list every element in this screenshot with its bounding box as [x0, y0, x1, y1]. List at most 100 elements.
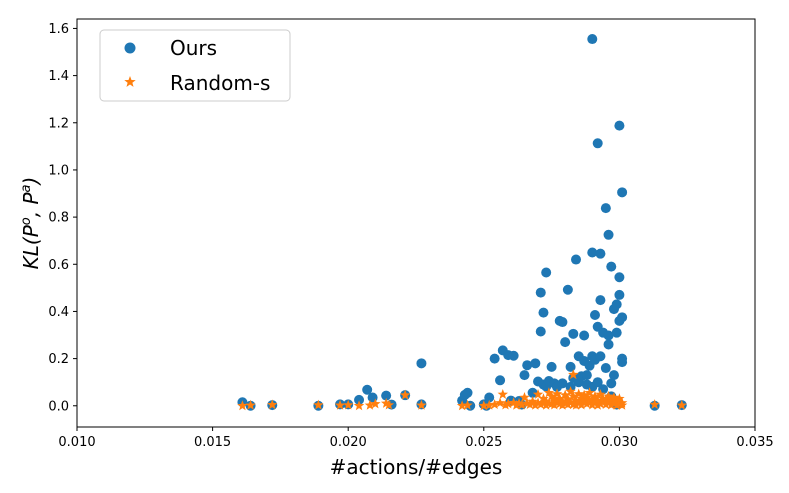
data-point-ours	[592, 377, 603, 388]
x-tick-label: 0.020	[330, 435, 367, 450]
legend-box	[99, 29, 291, 102]
y-tick-label: 0.6	[48, 258, 69, 273]
data-point-random-s	[543, 387, 555, 398]
x-tick-label: 0.035	[736, 435, 773, 450]
series-ours	[237, 34, 687, 411]
data-point-ours	[617, 357, 628, 368]
data-point-ours	[595, 351, 606, 362]
data-point-random-s	[497, 388, 509, 399]
data-point-random-s	[565, 396, 576, 407]
data-point-ours	[611, 299, 622, 310]
data-point-random-s	[616, 399, 628, 410]
data-point-random-s	[584, 396, 595, 407]
data-point-ours	[535, 287, 546, 298]
data-point-random-s	[267, 399, 278, 410]
x-tick-label: 0.010	[58, 435, 95, 450]
y-tick-label: 0.2	[48, 352, 69, 367]
data-point-random-s	[568, 369, 579, 380]
data-point-ours	[587, 34, 598, 45]
data-point-ours	[557, 378, 568, 389]
data-point-random-s	[565, 386, 576, 397]
data-point-random-s	[592, 395, 603, 406]
data-point-random-s	[540, 396, 552, 406]
data-point-ours	[579, 330, 590, 341]
x-axis-title: #actions/#edges	[330, 455, 503, 479]
data-point-random-s	[592, 399, 603, 410]
data-point-random-s	[364, 399, 376, 410]
data-point-random-s	[581, 392, 593, 402]
data-point-ours	[362, 384, 373, 395]
data-point-ours	[603, 339, 614, 350]
data-point-ours	[581, 370, 592, 381]
data-point-ours	[489, 353, 500, 364]
data-point-random-s	[581, 398, 593, 409]
data-point-random-s	[516, 399, 527, 410]
data-point-random-s	[554, 398, 565, 409]
data-point-random-s	[676, 399, 688, 410]
data-point-random-s	[519, 392, 530, 402]
data-point-ours	[600, 363, 611, 374]
data-point-ours	[614, 289, 625, 300]
data-point-random-s	[540, 399, 552, 410]
data-point-random-s	[614, 398, 625, 409]
data-point-random-s	[587, 393, 598, 404]
data-point-random-s	[527, 396, 538, 406]
data-point-random-s	[342, 399, 354, 410]
data-point-ours	[354, 394, 365, 405]
data-point-ours	[565, 361, 576, 372]
data-point-random-s	[530, 399, 541, 410]
data-point-ours	[557, 317, 568, 328]
data-point-random-s	[334, 399, 346, 410]
data-point-random-s	[462, 399, 473, 410]
y-axis-title: KL(Po, Pa)	[19, 177, 43, 270]
data-point-ours	[617, 312, 628, 323]
y-tick-label: 1.2	[48, 116, 69, 131]
data-point-random-s	[608, 397, 620, 408]
data-point-random-s	[551, 388, 563, 399]
y-tick-label: 1.6	[48, 22, 69, 37]
data-point-ours	[606, 261, 617, 272]
data-point-random-s	[524, 399, 536, 410]
legend-marker-random-s	[124, 76, 136, 87]
data-point-random-s	[649, 399, 660, 410]
ticks-layer: 0.010 0.015 0.020 0.025 0.030 0.035 0.0 0.2 0.4 0…	[48, 22, 773, 450]
data-point-random-s	[237, 400, 248, 411]
data-point-random-s	[353, 400, 365, 411]
data-point-random-s	[513, 397, 525, 408]
y-axis-title-end: )	[19, 177, 43, 187]
data-point-ours	[614, 272, 625, 283]
data-point-ours	[522, 360, 533, 371]
data-point-random-s	[502, 398, 514, 409]
y-axis-title-main: KL(P	[19, 224, 43, 269]
y-axis-title-mid: , P	[19, 192, 43, 218]
data-point-ours	[611, 327, 622, 338]
data-point-random-s	[595, 398, 606, 409]
data-point-random-s	[603, 390, 614, 401]
data-point-ours	[462, 387, 473, 398]
data-point-random-s	[589, 390, 601, 401]
data-point-ours	[603, 229, 614, 240]
data-point-random-s	[589, 397, 601, 408]
data-point-random-s	[380, 397, 392, 408]
data-point-random-s	[383, 399, 395, 410]
data-point-ours	[535, 326, 546, 337]
y-axis-title-sup1: o	[19, 217, 34, 225]
data-point-random-s	[416, 399, 427, 410]
y-tick-label: 0.0	[48, 399, 69, 414]
data-point-random-s	[532, 388, 544, 399]
data-point-ours	[614, 120, 625, 131]
data-point-ours	[527, 387, 538, 398]
data-point-random-s	[597, 396, 609, 407]
data-point-random-s	[245, 399, 256, 410]
legend-label-random-s: Random-s	[170, 71, 270, 95]
data-point-random-s	[578, 389, 590, 400]
data-point-random-s	[614, 393, 625, 404]
data-point-random-s	[559, 389, 571, 400]
data-point-random-s	[570, 399, 582, 410]
plot-frame	[76, 18, 756, 428]
data-point-ours	[508, 350, 519, 361]
data-point-random-s	[489, 399, 500, 410]
data-point-random-s	[608, 392, 620, 402]
data-point-ours	[416, 358, 427, 369]
